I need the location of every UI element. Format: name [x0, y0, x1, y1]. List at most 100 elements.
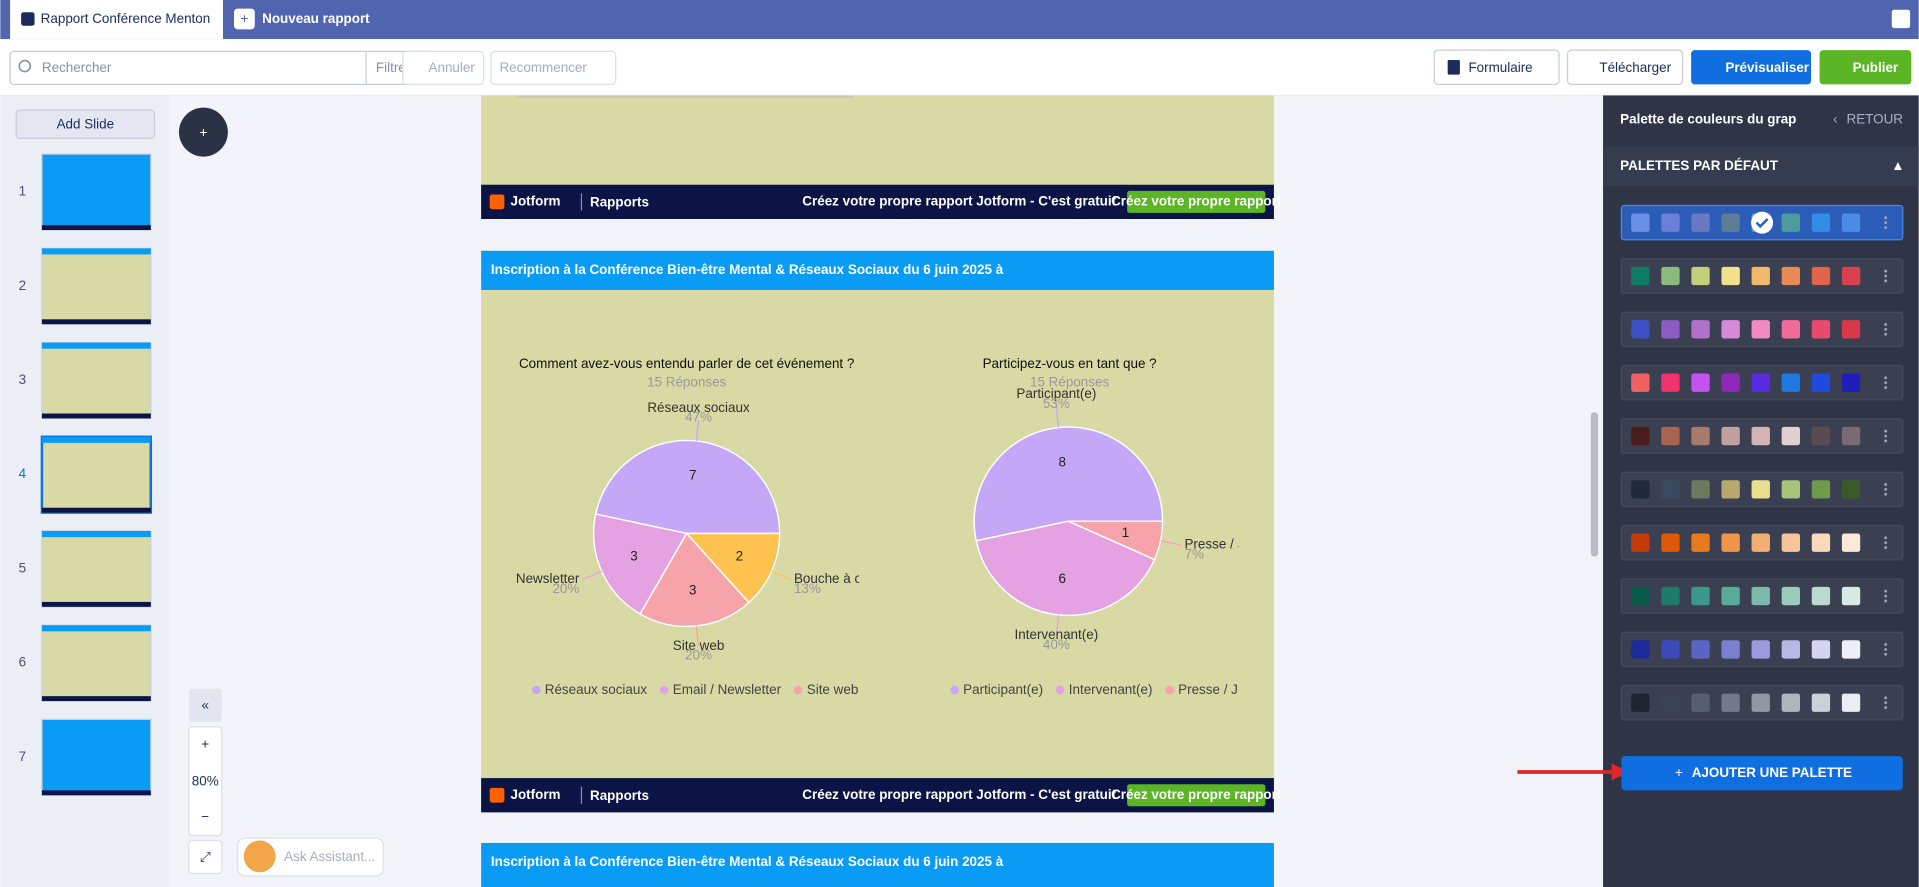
kebab-dot [1884, 701, 1888, 705]
slice-value: 1 [1122, 525, 1129, 540]
swatch [1841, 213, 1861, 232]
swatch [1721, 640, 1740, 659]
slide-header [481, 250, 1274, 290]
new-tab-icon[interactable] [233, 8, 255, 30]
swatch [1661, 213, 1680, 232]
section-header[interactable] [1603, 146, 1919, 186]
slide-thumbnail[interactable] [41, 341, 152, 420]
slice-label: Intervenant(e) [1015, 627, 1099, 642]
slide-number: 4 [19, 466, 27, 481]
swatch [1841, 586, 1861, 606]
kebab-dot [1884, 221, 1888, 225]
add-slide: Add Slide [57, 116, 115, 131]
add-element-button[interactable] [178, 107, 228, 157]
tab[interactable] [10, 0, 223, 40]
swatch [1691, 266, 1710, 286]
slide-header [481, 842, 1274, 887]
slide-number: 1 [19, 184, 26, 199]
swatch [1631, 586, 1650, 606]
filter[interactable]: Filtre [376, 60, 406, 75]
back-arrow[interactable]: ‹ [1833, 111, 1837, 126]
scrollbar[interactable] [1590, 412, 1599, 557]
leader [582, 570, 602, 581]
plus: + [240, 11, 248, 26]
slide-number: 6 [19, 655, 26, 670]
slide-thumbnail[interactable] [41, 624, 152, 702]
kebab-dot [1884, 643, 1888, 646]
swatch [1781, 640, 1801, 659]
pie-slice [593, 513, 688, 615]
legend-swatch [531, 685, 541, 695]
thumb-footer [41, 507, 151, 513]
swatch [1841, 480, 1861, 499]
swatch [1661, 640, 1680, 659]
swatch [1691, 693, 1710, 712]
slice-percent: 13% [794, 581, 821, 596]
swatch [1691, 426, 1710, 446]
logo [489, 787, 505, 803]
swatch [1781, 213, 1801, 232]
assistant-button[interactable] [237, 837, 384, 877]
swatch [1781, 266, 1801, 286]
swatch [1841, 266, 1861, 286]
swatch [1811, 640, 1831, 659]
form-button[interactable] [1433, 49, 1560, 86]
slide-thumbnail[interactable] [41, 718, 152, 796]
check [1751, 211, 1774, 234]
slide-number: 5 [19, 560, 26, 575]
slide-title: Inscription à la Conférence Bien-être Me… [491, 854, 1004, 869]
swatch [1811, 266, 1831, 286]
kebab-dot [1884, 376, 1888, 380]
legend-label: Réseaux sociaux [545, 682, 648, 697]
legend-label: Presse / Journaliste [1178, 682, 1296, 697]
swatch [1781, 320, 1801, 339]
slice-label: Presse / Journaliste [1184, 537, 1302, 552]
redo-button[interactable] [490, 50, 617, 86]
menu[interactable] [1891, 9, 1911, 29]
slice-value: 3 [630, 548, 637, 563]
slide-title: Inscription à la Conférence Bien-être Me… [491, 262, 1004, 277]
slice-value: 3 [689, 582, 696, 597]
slide-number: 3 [19, 372, 26, 387]
kebab-dot [1884, 599, 1888, 603]
kebab-dot [1884, 386, 1888, 390]
slice-value: 8 [1059, 455, 1066, 470]
swatch [1841, 373, 1861, 392]
slide-thumbnail[interactable] [41, 153, 152, 231]
slice-value: 6 [1059, 571, 1066, 586]
swatch [1811, 213, 1831, 232]
add-palette-button[interactable] [1621, 756, 1903, 791]
preview-button[interactable] [1691, 50, 1812, 85]
undo-button[interactable] [402, 50, 485, 86]
preview: Prévisualiser [1725, 60, 1809, 75]
swatch [1811, 533, 1831, 552]
chart-subtitle: 15 Réponses [1030, 374, 1109, 389]
zoom-out[interactable]: − [201, 809, 209, 824]
promo-button[interactable] [1127, 190, 1266, 213]
slide-thumbnail[interactable] [41, 247, 152, 325]
leader [1160, 540, 1181, 546]
kebab-dot [1884, 706, 1888, 710]
collapse-button[interactable] [188, 688, 222, 722]
slice-percent: 53% [1043, 396, 1070, 411]
back[interactable]: RETOUR [1847, 111, 1904, 126]
add-slide-button[interactable] [15, 109, 156, 139]
swatch [1721, 586, 1740, 606]
swatch [1841, 640, 1861, 659]
publish-button[interactable] [1819, 50, 1912, 85]
leader [1055, 406, 1060, 428]
thumb-footer [41, 319, 151, 325]
zoom-in[interactable]: + [201, 737, 209, 752]
kebab-dot [1884, 381, 1888, 385]
swatch [1631, 426, 1650, 446]
fullscreen-button[interactable] [188, 839, 223, 875]
download-button[interactable] [1566, 49, 1684, 86]
slide-thumbnail[interactable] [41, 530, 152, 608]
swatch [1631, 693, 1650, 712]
slide-thumbnail[interactable] [40, 435, 153, 514]
check-mark [1755, 218, 1769, 229]
new-tab[interactable]: Nouveau rapport [262, 11, 370, 26]
legend-swatch [793, 685, 803, 695]
chart: Participez-vous en tant que ? 15 Réponses… [950, 356, 1302, 697]
promo-button[interactable] [1127, 784, 1266, 807]
